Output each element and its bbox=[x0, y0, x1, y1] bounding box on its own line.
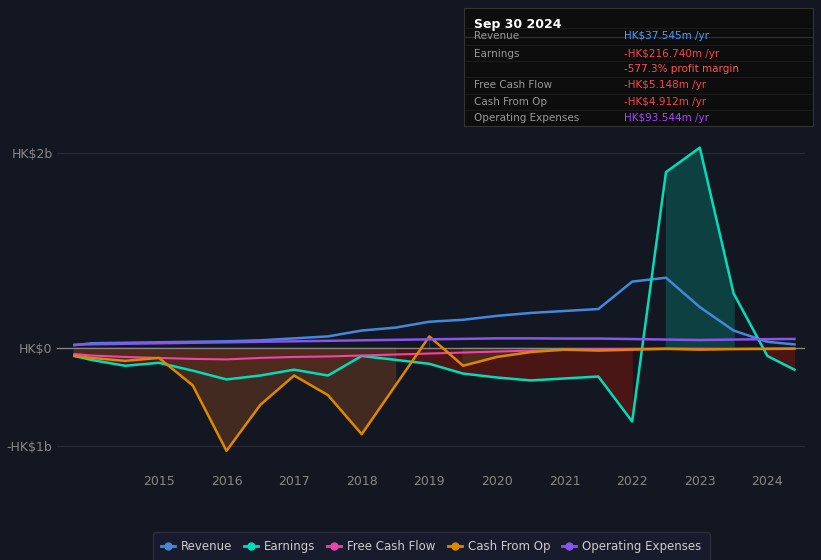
Text: Revenue: Revenue bbox=[475, 31, 520, 41]
Text: HK$93.544m /yr: HK$93.544m /yr bbox=[624, 113, 709, 123]
Text: -HK$5.148m /yr: -HK$5.148m /yr bbox=[624, 81, 707, 90]
Text: -577.3% profit margin: -577.3% profit margin bbox=[624, 64, 740, 74]
Text: Free Cash Flow: Free Cash Flow bbox=[475, 81, 553, 90]
Legend: Revenue, Earnings, Free Cash Flow, Cash From Op, Operating Expenses: Revenue, Earnings, Free Cash Flow, Cash … bbox=[153, 532, 709, 560]
Text: Sep 30 2024: Sep 30 2024 bbox=[475, 18, 562, 31]
Text: -HK$216.740m /yr: -HK$216.740m /yr bbox=[624, 49, 720, 59]
Text: Cash From Op: Cash From Op bbox=[475, 97, 548, 107]
Text: HK$37.545m /yr: HK$37.545m /yr bbox=[624, 31, 709, 41]
Text: -HK$4.912m /yr: -HK$4.912m /yr bbox=[624, 97, 707, 107]
Text: Earnings: Earnings bbox=[475, 49, 520, 59]
Text: Operating Expenses: Operating Expenses bbox=[475, 113, 580, 123]
